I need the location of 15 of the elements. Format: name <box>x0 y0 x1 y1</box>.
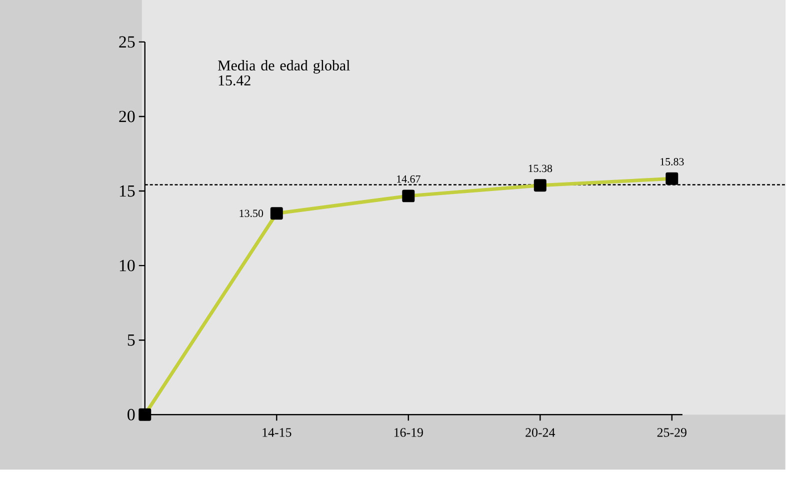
y-tick-label: 20 <box>119 110 135 122</box>
x-tick-label: 20-24 <box>526 428 556 438</box>
data-label: 14.67 <box>397 176 420 183</box>
y-tick-label: 0 <box>128 409 135 421</box>
x-tick-label: 16-19 <box>394 428 423 438</box>
data-label: 13.50 <box>240 210 264 218</box>
data-label: 15.83 <box>660 158 684 166</box>
y-tick-label: 25 <box>119 36 135 48</box>
x-tick-label: 25-29 <box>657 428 686 438</box>
data-label: 15.38 <box>528 164 552 172</box>
x-tick-label: 14-15 <box>262 428 292 438</box>
y-tick-label: 5 <box>128 334 135 346</box>
y-tick-label: 15 <box>120 186 135 197</box>
y-tick-label: 10 <box>120 260 135 272</box>
ref-line-label: Media de edad global 15.42 <box>218 60 350 86</box>
